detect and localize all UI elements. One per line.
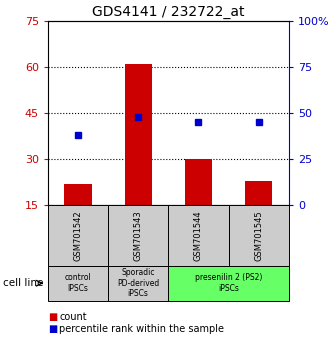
Text: count: count (59, 312, 87, 322)
Text: ■: ■ (48, 324, 57, 334)
Text: cell line: cell line (3, 278, 44, 288)
Bar (245, 181, 272, 205)
Bar (48, 205, 108, 266)
Bar (185, 159, 212, 205)
Text: Sporadic
PD-derived
iPSCs: Sporadic PD-derived iPSCs (117, 268, 159, 298)
Bar (228, 205, 289, 266)
Text: presenilin 2 (PS2)
iPSCs: presenilin 2 (PS2) iPSCs (195, 274, 262, 293)
Text: GSM701544: GSM701544 (194, 210, 203, 261)
Bar (108, 205, 168, 266)
Title: GDS4141 / 232722_at: GDS4141 / 232722_at (92, 5, 245, 19)
Bar (125, 64, 152, 205)
Text: GSM701545: GSM701545 (254, 210, 263, 261)
Bar (108, 266, 168, 301)
Text: GSM701542: GSM701542 (74, 210, 82, 261)
Text: percentile rank within the sample: percentile rank within the sample (59, 324, 224, 334)
Bar (168, 266, 289, 301)
Bar (168, 205, 228, 266)
Bar (48, 266, 108, 301)
Text: GSM701543: GSM701543 (134, 210, 143, 261)
Bar (64, 184, 91, 205)
Text: ■: ■ (48, 312, 57, 322)
Text: control
IPSCs: control IPSCs (65, 274, 91, 293)
